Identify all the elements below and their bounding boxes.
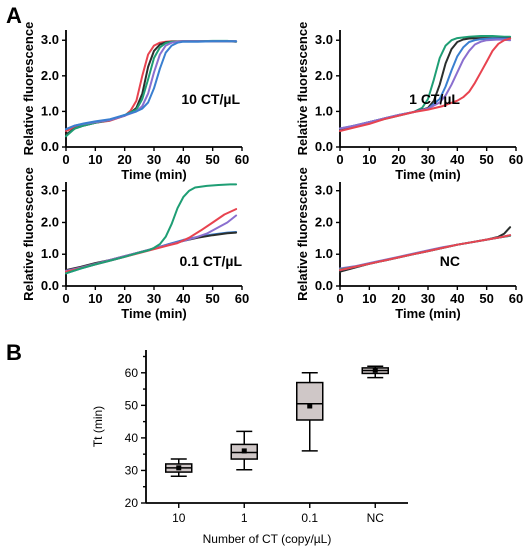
x-tick-label: 0.1 <box>301 511 318 525</box>
x-tick-label: 20 <box>391 152 405 167</box>
y-tick-label: 2.0 <box>41 68 59 83</box>
x-tick-label: 0 <box>336 291 343 306</box>
x-tick-label: NC <box>367 511 385 525</box>
y-tick-label: 60 <box>125 366 139 380</box>
series-line <box>339 37 512 130</box>
y-tick-label: 1.0 <box>41 246 59 261</box>
x-tick-label: 20 <box>117 291 131 306</box>
x-tick-label: 0 <box>336 152 343 167</box>
y-tick-label: 3.0 <box>41 183 59 198</box>
x-tick-label: 10 <box>362 152 376 167</box>
x-tick-label: 30 <box>421 291 435 306</box>
x-tick-label: 10 <box>88 291 102 306</box>
y-tick-label: 3.0 <box>315 183 333 198</box>
x-axis-title: Time (min) <box>395 306 461 321</box>
x-tick-label: 60 <box>235 291 249 306</box>
x-tick-label: 30 <box>421 152 435 167</box>
y-axis-title: Relative fluorescence <box>295 167 310 301</box>
series-line <box>339 234 512 272</box>
y-tick-label: 20 <box>125 496 139 510</box>
y-tick-label: 2.0 <box>315 214 333 229</box>
x-tick-label: 40 <box>176 291 190 306</box>
x-axis-title: Time (min) <box>395 167 461 182</box>
x-axis-title: Time (min) <box>121 167 187 182</box>
x-tick-label: 50 <box>479 291 493 306</box>
x-tick-label: 20 <box>391 291 405 306</box>
y-tick-label: 50 <box>125 398 139 412</box>
series-line <box>65 183 238 275</box>
panel-a-label: A <box>6 3 22 28</box>
x-tick-label: 10 <box>172 511 186 525</box>
x-tick-label: 30 <box>147 152 161 167</box>
x-tick-label: 30 <box>147 291 161 306</box>
y-axis-title: Relative fluorescence <box>21 167 36 301</box>
x-tick-label: 40 <box>450 291 464 306</box>
x-tick-label: 60 <box>235 152 249 167</box>
y-tick-label: 1.0 <box>315 103 333 118</box>
series-line <box>339 37 512 131</box>
x-tick-label: 1 <box>241 511 248 525</box>
condition-annotation: 10 CT/µL <box>181 91 240 107</box>
mean-marker <box>241 448 247 454</box>
series-line <box>339 37 512 132</box>
mean-marker <box>176 465 182 471</box>
x-tick-label: 20 <box>117 152 131 167</box>
series-line <box>65 40 238 136</box>
y-tick-label: 0.0 <box>41 139 59 154</box>
panel-b-label: B <box>6 340 22 365</box>
chart-10-ct: 0.0 1.0 2.0 3.0 0 10 20 30 40 50 60 Time (min) Relat… <box>21 22 249 182</box>
y-tick-label: 0.0 <box>315 139 333 154</box>
x-tick-label: 10 <box>88 152 102 167</box>
y-axis-title: Relative fluorescence <box>21 22 36 156</box>
y-tick-label: 3.0 <box>315 32 333 47</box>
series-line <box>65 40 238 131</box>
x-tick-label: 10 <box>362 291 376 306</box>
y-tick-label: 2.0 <box>41 214 59 229</box>
chart-nc: 0.0 1.0 2.0 3.0 0 10 20 30 40 50 60 Time (min) Relat… <box>295 167 523 321</box>
x-axis-title: Number of CT (copy/µL) <box>203 532 332 546</box>
y-tick-label: 3.0 <box>41 32 59 47</box>
box-plot: 20 30 40 50 60 10 1 0.1 NC Tt (min) Number of CT (… <box>91 350 408 546</box>
y-tick-label: 0.0 <box>41 278 59 293</box>
y-axis-title: Tt (min) <box>91 406 105 447</box>
y-axis-title: Relative fluorescence <box>295 22 310 156</box>
series-line <box>339 38 512 130</box>
chart-0-1-ct: 0.0 1.0 2.0 3.0 0 10 20 30 40 50 60 Time (min) Relat… <box>21 167 249 321</box>
y-tick-label: 40 <box>125 431 139 445</box>
iqr-box <box>296 381 324 421</box>
x-tick-label: 40 <box>450 152 464 167</box>
y-tick-label: 2.0 <box>315 68 333 83</box>
condition-annotation: 1 CT/µL <box>409 91 460 107</box>
x-tick-label: 40 <box>176 152 190 167</box>
mean-marker <box>372 367 378 373</box>
series-line <box>65 40 238 131</box>
y-tick-label: 0.0 <box>315 278 333 293</box>
x-tick-label: 60 <box>509 291 523 306</box>
x-tick-label: 50 <box>205 152 219 167</box>
chart-1-ct: 0.0 1.0 2.0 3.0 0 10 20 30 40 50 60 Time (min) Relat… <box>295 22 523 182</box>
y-tick-label: 30 <box>125 463 139 477</box>
condition-annotation: NC <box>440 253 460 269</box>
mean-marker <box>307 403 313 409</box>
x-tick-label: 50 <box>205 291 219 306</box>
x-axis-title: Time (min) <box>121 306 187 321</box>
x-tick-label: 50 <box>479 152 493 167</box>
x-tick-label: 0 <box>62 152 69 167</box>
y-tick-label: 1.0 <box>41 103 59 118</box>
x-tick-label: 0 <box>62 291 69 306</box>
condition-annotation: 0.1 CT/µL <box>179 253 242 269</box>
series-line <box>339 35 512 131</box>
y-tick-label: 1.0 <box>315 246 333 261</box>
x-tick-label: 60 <box>509 152 523 167</box>
